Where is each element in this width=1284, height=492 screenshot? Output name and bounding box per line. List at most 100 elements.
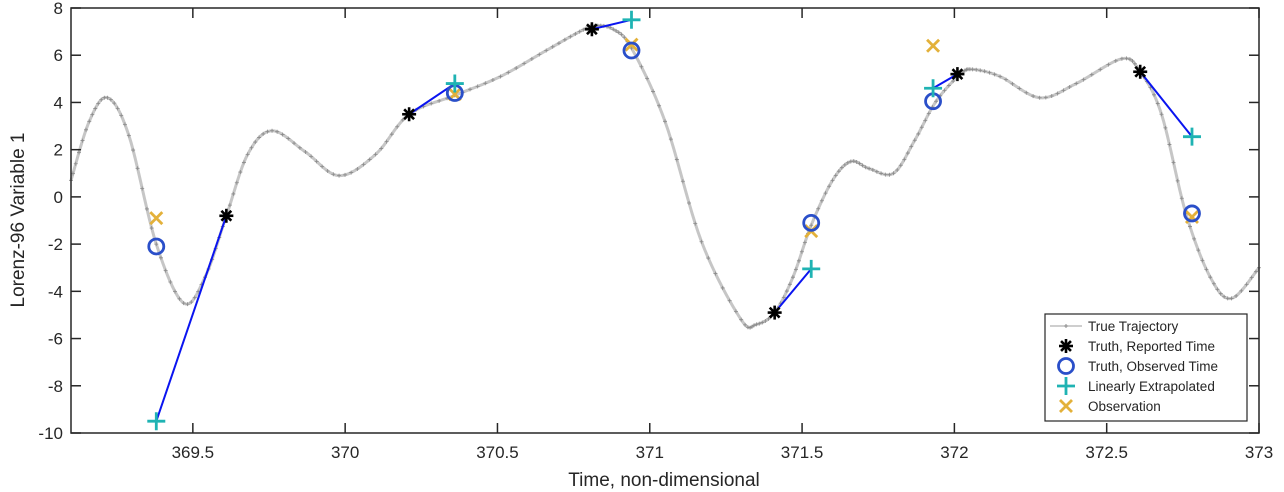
trajectory-point <box>1132 61 1137 66</box>
trajectory-point <box>343 172 348 177</box>
extrapolated-marker <box>924 79 943 98</box>
trajectory-point <box>766 316 771 321</box>
trajectory-point <box>823 191 828 196</box>
true-trajectory <box>69 23 1261 330</box>
trajectory-point <box>1253 269 1258 274</box>
trajectory-point <box>1098 67 1103 72</box>
extrapolated-marker <box>1182 127 1201 146</box>
trajectory-point <box>1113 58 1118 63</box>
trajectory-point <box>529 56 534 61</box>
truth-observed-marker <box>1183 204 1201 223</box>
legend-label-truth-observed: Truth, Observed Time <box>1088 359 1218 374</box>
trajectory-point <box>614 28 619 33</box>
trajectory-point <box>257 135 262 140</box>
trajectory-point <box>122 122 127 127</box>
y-tick-label: -6 <box>48 330 63 349</box>
extrapolated-marker <box>622 10 641 29</box>
trajectory-point <box>867 166 872 171</box>
trajectory-point <box>923 118 928 123</box>
legend-label-truth-reported: Truth, Reported Time <box>1088 339 1215 354</box>
trajectory-point <box>827 184 832 189</box>
trajectory-point <box>245 152 250 157</box>
trajectory-point <box>699 239 704 244</box>
trajectory-point <box>819 198 824 203</box>
trajectory-point <box>189 300 194 305</box>
trajectory-point <box>1249 275 1254 280</box>
trajectory-point <box>192 295 197 300</box>
trajectory-point <box>303 150 308 155</box>
asterisk-stroke <box>220 209 233 222</box>
trajectory-point <box>154 242 159 247</box>
truth-reported-marker <box>1133 64 1148 79</box>
truth-observed-marker <box>1057 357 1075 375</box>
trajectory-point <box>934 99 939 104</box>
trajectory-point <box>833 173 838 178</box>
trajectory-point <box>314 159 319 164</box>
trajectory-point <box>249 145 254 150</box>
trajectory-point <box>663 119 667 124</box>
trajectory-point <box>874 169 879 174</box>
trajectory-point <box>135 166 140 171</box>
trajectory-point <box>1049 94 1054 99</box>
trajectory-point <box>1124 56 1129 61</box>
legend-symbol-trajectory-point <box>1064 324 1068 328</box>
asterisk-stroke <box>586 23 598 36</box>
trajectory-point <box>754 322 759 327</box>
x-tick-label: 369.5 <box>172 443 215 462</box>
y-tick-label: 2 <box>54 141 63 160</box>
truth-observed-marker <box>802 213 821 232</box>
trajectory-point <box>498 74 503 79</box>
trajectory-point <box>687 201 692 206</box>
trajectory-point <box>1031 94 1036 99</box>
trajectory-point <box>84 127 89 132</box>
trajectory-point <box>784 289 789 294</box>
trajectory-point <box>297 145 302 150</box>
trajectory-point <box>1159 112 1164 117</box>
trajectory-point <box>270 128 275 133</box>
y-axis-label: Lorenz-96 Variable 1 <box>8 133 29 308</box>
legend-symbol-truth-reported <box>1059 339 1073 353</box>
asterisk-stroke <box>768 306 781 319</box>
trajectory-point <box>1171 160 1176 165</box>
trajectory-point <box>544 48 549 53</box>
trajectory-point <box>1244 282 1249 287</box>
legend-label-extrapolated: Linearly Extrapolated <box>1088 379 1215 394</box>
trajectory-point <box>437 98 442 103</box>
extrapolated-marker <box>445 74 464 93</box>
trajectory-point <box>796 258 801 263</box>
trajectory-point <box>309 154 314 159</box>
x-tick-label: 370.5 <box>476 443 519 462</box>
observation-marker <box>624 37 639 52</box>
extrapolation-line <box>1139 71 1193 138</box>
trajectory-point <box>265 129 270 134</box>
y-tick-label: 8 <box>54 0 63 18</box>
trajectory-point <box>905 151 910 156</box>
trajectory-point <box>1179 196 1184 201</box>
trajectory-point <box>325 169 330 174</box>
ticks: 369.5 370 370.5 371 371.5 372 372.5 373 -10 -8 -6 -… <box>38 0 1273 462</box>
trajectory-point <box>680 179 685 184</box>
asterisk-stroke <box>951 68 964 80</box>
trajectory-point <box>140 186 145 191</box>
trajectory-point <box>1024 90 1029 95</box>
trajectory-point <box>799 249 804 254</box>
trajectory-point <box>556 41 561 46</box>
trajectory-point <box>870 167 875 172</box>
truth-observed-marker <box>147 237 166 256</box>
trajectory-point <box>395 124 400 129</box>
trajectory-point <box>475 84 480 89</box>
x-tick-label: 370 <box>331 443 359 462</box>
asterisk-stroke <box>403 108 415 121</box>
x-tick-label: 373 <box>1245 443 1273 462</box>
trajectory-point <box>1163 125 1168 130</box>
trajectory-point <box>1215 287 1220 292</box>
legend-symbol-observation <box>1059 399 1073 413</box>
trajectory-point <box>1127 57 1132 62</box>
trajectory-point <box>562 37 567 42</box>
trajectory-point <box>1211 281 1216 286</box>
trajectory-point <box>879 171 884 176</box>
trajectory-point <box>706 256 711 261</box>
trajectory-point <box>1187 224 1192 229</box>
trajectory-point <box>87 119 92 124</box>
trajectory-point <box>80 138 85 143</box>
